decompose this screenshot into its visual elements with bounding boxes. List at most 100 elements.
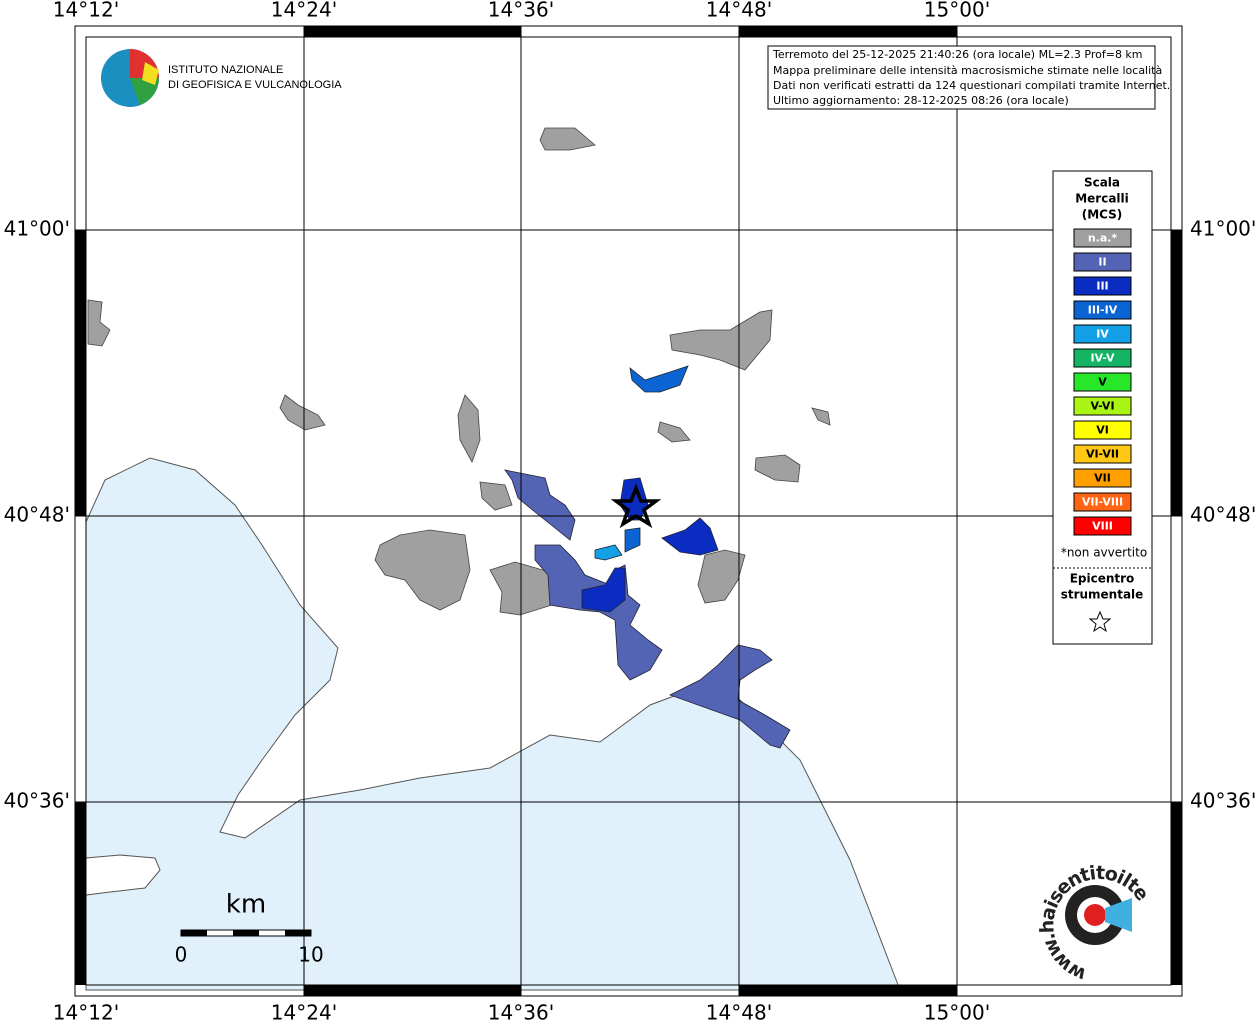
y-label: 41°00' bbox=[1190, 217, 1255, 241]
x-label: 14°36' bbox=[488, 0, 554, 22]
legend-label: III bbox=[1096, 280, 1108, 293]
y-label: 41°00' bbox=[4, 217, 70, 241]
area bbox=[661, 517, 719, 556]
frame-bar bbox=[739, 985, 957, 996]
x-label: 14°12' bbox=[53, 1001, 119, 1024]
frame-bar bbox=[1171, 802, 1182, 985]
frame-bar bbox=[75, 230, 86, 516]
frame-bar bbox=[739, 26, 957, 37]
legend-note: *non avvertito bbox=[1061, 546, 1147, 560]
legend-label: IV-V bbox=[1090, 352, 1115, 365]
area bbox=[279, 394, 326, 431]
x-label: 14°24' bbox=[271, 1001, 337, 1024]
logo-beam bbox=[1105, 898, 1132, 932]
legend-label: III-IV bbox=[1088, 304, 1118, 317]
area bbox=[479, 481, 513, 511]
area bbox=[629, 365, 689, 393]
info-box: Terremoto del 25-12-2025 21:40:26 (ora l… bbox=[767, 45, 1170, 110]
legend-swatch bbox=[1073, 420, 1132, 440]
legend-title: Mercalli bbox=[1075, 192, 1129, 206]
info-line: Terremoto del 25-12-2025 21:40:26 (ora l… bbox=[772, 48, 1143, 61]
x-label: 15°00' bbox=[924, 0, 990, 22]
legend-label: V-VI bbox=[1090, 400, 1114, 413]
info-line: Dati non verificati estratti da 124 ques… bbox=[773, 79, 1170, 92]
scale-unit: km bbox=[226, 890, 266, 920]
area bbox=[457, 394, 481, 463]
legend-swatch bbox=[1073, 492, 1132, 512]
scale-segment bbox=[233, 930, 259, 936]
logo-segment bbox=[130, 78, 159, 105]
area bbox=[624, 527, 641, 553]
area bbox=[539, 127, 596, 151]
island bbox=[85, 854, 161, 896]
legend-label: VII bbox=[1094, 472, 1111, 485]
frame-bar bbox=[304, 26, 521, 37]
legend-swatch bbox=[1073, 516, 1132, 536]
legend-label: VI-VII bbox=[1086, 448, 1119, 461]
x-label: 14°12' bbox=[53, 0, 119, 22]
legend-label: VI bbox=[1096, 424, 1109, 437]
frame-bar bbox=[75, 802, 86, 985]
axis-labels: 14°12' 14°24' 14°36' 14°48' 15°00' 14°12… bbox=[4, 0, 1255, 1024]
x-label: 14°36' bbox=[488, 1001, 554, 1024]
intensity-areas bbox=[504, 365, 791, 749]
area bbox=[657, 421, 691, 443]
y-label: 40°36' bbox=[1190, 789, 1255, 813]
area bbox=[87, 299, 111, 347]
scale-label: 10 bbox=[298, 943, 323, 967]
info-frame bbox=[767, 45, 1156, 110]
not-felt-areas bbox=[87, 127, 831, 616]
legend-swatch bbox=[1073, 324, 1132, 344]
legend-swatch bbox=[1073, 252, 1132, 272]
area bbox=[754, 454, 801, 483]
area bbox=[504, 469, 576, 541]
logo-segment bbox=[142, 62, 159, 85]
area bbox=[581, 567, 626, 613]
area bbox=[594, 544, 623, 561]
legend-swatch bbox=[1073, 468, 1132, 488]
legend-swatch bbox=[1073, 228, 1132, 248]
area bbox=[374, 529, 471, 611]
scale-label: 0 bbox=[175, 943, 188, 967]
legend-epicenter: strumentale bbox=[1061, 588, 1144, 602]
legend: Scala Mercalli (MCS) *non avvertito Epic… bbox=[1052, 170, 1153, 645]
logo-dot bbox=[1084, 904, 1106, 926]
legend-label: VII-VIII bbox=[1082, 496, 1123, 509]
epicenter bbox=[610, 483, 662, 529]
legend-label: VIII bbox=[1092, 520, 1113, 533]
legend-label: II bbox=[1098, 256, 1106, 269]
area bbox=[534, 544, 663, 681]
graticule bbox=[75, 26, 1182, 996]
x-label: 14°48' bbox=[706, 0, 772, 22]
area bbox=[811, 407, 831, 426]
y-label: 40°36' bbox=[4, 789, 70, 813]
area bbox=[697, 549, 746, 604]
x-label: 15°00' bbox=[924, 1001, 990, 1024]
legend-swatch bbox=[1073, 372, 1132, 392]
legend-swatch bbox=[1073, 276, 1132, 296]
scale-bar: km 0 10 bbox=[175, 890, 324, 967]
info-line: Ultimo aggiornamento: 28-12-2025 08:26 (… bbox=[773, 94, 1069, 107]
legend-label: IV bbox=[1096, 328, 1109, 341]
institute-name: DI GEOFISICA E VULCANOLOGIA bbox=[168, 79, 342, 91]
x-label: 14°24' bbox=[271, 0, 337, 22]
frame-bar bbox=[304, 985, 521, 996]
institute-name: ISTITUTO NAZIONALE bbox=[168, 64, 283, 76]
legend-swatch bbox=[1073, 396, 1132, 416]
area bbox=[668, 644, 791, 749]
x-label: 14°48' bbox=[706, 1001, 772, 1024]
scale-segment bbox=[181, 930, 207, 936]
info-line: Mappa preliminare delle intensità macros… bbox=[773, 64, 1162, 77]
legend-swatch bbox=[1073, 300, 1132, 320]
legend-title: (MCS) bbox=[1082, 208, 1123, 222]
frame-bar bbox=[1171, 230, 1182, 516]
legend-swatch bbox=[1073, 444, 1132, 464]
legend-title: Scala bbox=[1084, 176, 1120, 190]
scale-segment bbox=[285, 930, 311, 936]
area bbox=[669, 309, 773, 371]
legend-epicenter: Epicentro bbox=[1070, 572, 1135, 586]
institute-logo: ISTITUTO NAZIONALE DI GEOFISICA E VULCAN… bbox=[101, 49, 342, 107]
frame bbox=[74, 25, 1183, 997]
legend-label: n.a.* bbox=[1088, 232, 1118, 245]
